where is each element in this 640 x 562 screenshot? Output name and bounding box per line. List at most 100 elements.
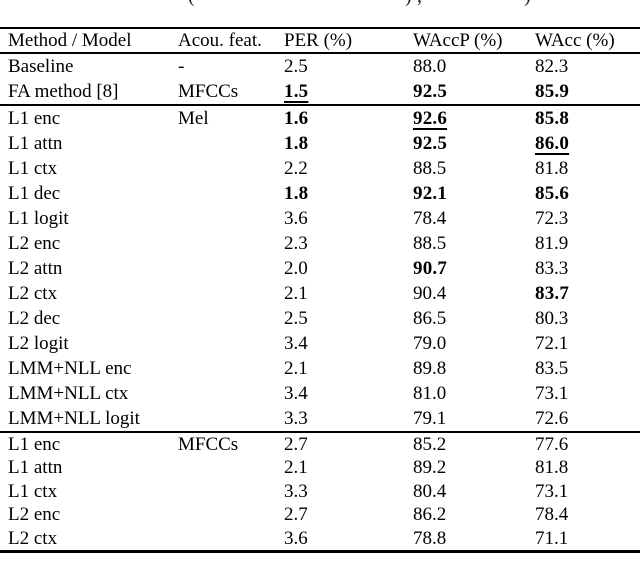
cell-value: LMM+NLL ctx xyxy=(8,382,129,404)
cell-acou-feat xyxy=(170,406,276,431)
cell-value: L1 dec xyxy=(8,182,61,204)
cell-per: 1.6 xyxy=(276,106,405,131)
cell-value: 2.2 xyxy=(284,157,308,179)
cell-method: L2 attn xyxy=(0,256,170,281)
cell-acou-feat xyxy=(170,231,276,256)
cell-per: 2.5 xyxy=(276,306,405,331)
cell-wacc: 72.1 xyxy=(527,331,640,356)
cell-value: 78.8 xyxy=(413,527,447,549)
cell-per: 1.8 xyxy=(276,181,405,206)
cell-waccp: 92.5 xyxy=(405,131,527,156)
table-body: Baseline - 2.5 88.0 82.3 FA method [8] MFCCs 1.… xyxy=(0,54,640,551)
cell-value: - xyxy=(178,55,185,77)
cell-method: L1 attn xyxy=(0,456,170,480)
column-header-acou-feat: Acou. feat. xyxy=(178,30,262,51)
table-row: L1 dec 1.8 92.1 85.6 xyxy=(0,181,640,206)
cell-wacc: 83.7 xyxy=(527,281,640,306)
cell-value: L2 enc xyxy=(8,232,61,254)
cell-acou-feat xyxy=(170,381,276,406)
cell-waccp: 92.5 xyxy=(405,79,527,104)
cell-per: 1.5 xyxy=(276,79,405,104)
table-row: LMM+NLL ctx 3.4 81.0 73.1 xyxy=(0,381,640,406)
cell-method: L2 enc xyxy=(0,503,170,527)
cell-value: 2.5 xyxy=(284,307,308,329)
cell-per: 3.4 xyxy=(276,381,405,406)
table-top-rule xyxy=(0,27,640,29)
cell-wacc: 80.3 xyxy=(527,306,640,331)
cell-waccp: 80.4 xyxy=(405,480,527,504)
cell-value: 86.5 xyxy=(413,307,447,329)
cell-wacc: 72.3 xyxy=(527,206,640,231)
cell-value: 3.4 xyxy=(284,332,308,354)
cell-value: L1 logit xyxy=(8,207,69,229)
cell-value: 88.0 xyxy=(413,55,447,77)
cell-value: 85.8 xyxy=(535,107,570,129)
table-row: L1 enc MFCCs 2.7 85.2 77.6 xyxy=(0,433,640,457)
cell-waccp: 90.4 xyxy=(405,281,527,306)
caption-fragment: ( xyxy=(188,0,195,8)
table-section-rule xyxy=(0,430,640,433)
cell-per: 2.2 xyxy=(276,156,405,181)
cell-waccp: 89.8 xyxy=(405,356,527,381)
table-bottom-rule xyxy=(0,550,640,553)
cell-method: L1 ctx xyxy=(0,480,170,504)
cell-waccp: 92.1 xyxy=(405,181,527,206)
cell-value: 79.0 xyxy=(413,332,447,354)
cell-value: 2.0 xyxy=(284,257,308,279)
cell-wacc: 81.9 xyxy=(527,231,640,256)
cell-waccp: 78.8 xyxy=(405,527,527,551)
cell-acou-feat xyxy=(170,256,276,281)
table-row: L1 enc Mel 1.6 92.6 85.8 xyxy=(0,106,640,131)
cell-value: 2.7 xyxy=(284,433,308,455)
table-section-rule xyxy=(0,103,640,106)
cell-method: Baseline xyxy=(0,54,170,79)
cell-per: 2.1 xyxy=(276,281,405,306)
table-row: L1 ctx 3.3 80.4 73.1 xyxy=(0,480,640,504)
cell-value: Baseline xyxy=(8,55,74,77)
table-row: L2 enc 2.7 86.2 78.4 xyxy=(0,503,640,527)
cell-value: 72.3 xyxy=(535,207,569,229)
cell-value: 88.5 xyxy=(413,157,447,179)
cell-value: L2 ctx xyxy=(8,282,58,304)
cell-per: 2.7 xyxy=(276,433,405,457)
cell-value: L1 enc xyxy=(8,107,61,129)
cell-value: 2.1 xyxy=(284,357,308,379)
results-table: Method / Model Acou. feat. PER (%) WAccP (%… xyxy=(0,27,640,553)
table-row: Baseline - 2.5 88.0 82.3 xyxy=(0,54,640,79)
cell-value: LMM+NLL enc xyxy=(8,357,132,379)
cell-waccp: 78.4 xyxy=(405,206,527,231)
cell-method: L2 dec xyxy=(0,306,170,331)
cell-method: L1 ctx xyxy=(0,156,170,181)
cell-value: L1 attn xyxy=(8,457,63,478)
column-header-wacc: WAcc (%) xyxy=(535,30,615,51)
cell-value: 2.5 xyxy=(284,55,308,77)
cell-value: 90.7 xyxy=(413,257,448,279)
cell-value: L1 enc xyxy=(8,433,61,455)
cell-acou-feat xyxy=(170,356,276,381)
caption-fragment: ) xyxy=(405,0,412,8)
caption-fragment-strip: (),) xyxy=(0,0,640,8)
cell-value: 81.8 xyxy=(535,457,569,478)
cell-value: 1.6 xyxy=(284,107,309,129)
cell-value: 85.6 xyxy=(535,182,570,204)
cell-method: LMM+NLL enc xyxy=(0,356,170,381)
cell-value: 86.2 xyxy=(413,504,447,525)
table-row: L2 ctx 3.6 78.8 71.1 xyxy=(0,527,640,551)
cell-value: L2 attn xyxy=(8,257,63,279)
cell-method: LMM+NLL logit xyxy=(0,406,170,431)
cell-value: 80.4 xyxy=(413,480,447,502)
cell-value: 3.4 xyxy=(284,382,308,404)
cell-acou-feat: Mel xyxy=(170,106,276,131)
table-row: L1 attn 2.1 89.2 81.8 xyxy=(0,456,640,480)
cell-value: 81.9 xyxy=(535,232,569,254)
cell-acou-feat: MFCCs xyxy=(170,79,276,104)
cell-waccp: 86.5 xyxy=(405,306,527,331)
cell-value: 73.1 xyxy=(535,382,569,404)
cell-value: 83.3 xyxy=(535,257,569,279)
cell-value: 83.5 xyxy=(535,357,569,379)
cell-acou-feat: - xyxy=(170,54,276,79)
cell-value: 79.1 xyxy=(413,407,447,429)
cell-per: 2.1 xyxy=(276,356,405,381)
cell-acou-feat xyxy=(170,131,276,156)
